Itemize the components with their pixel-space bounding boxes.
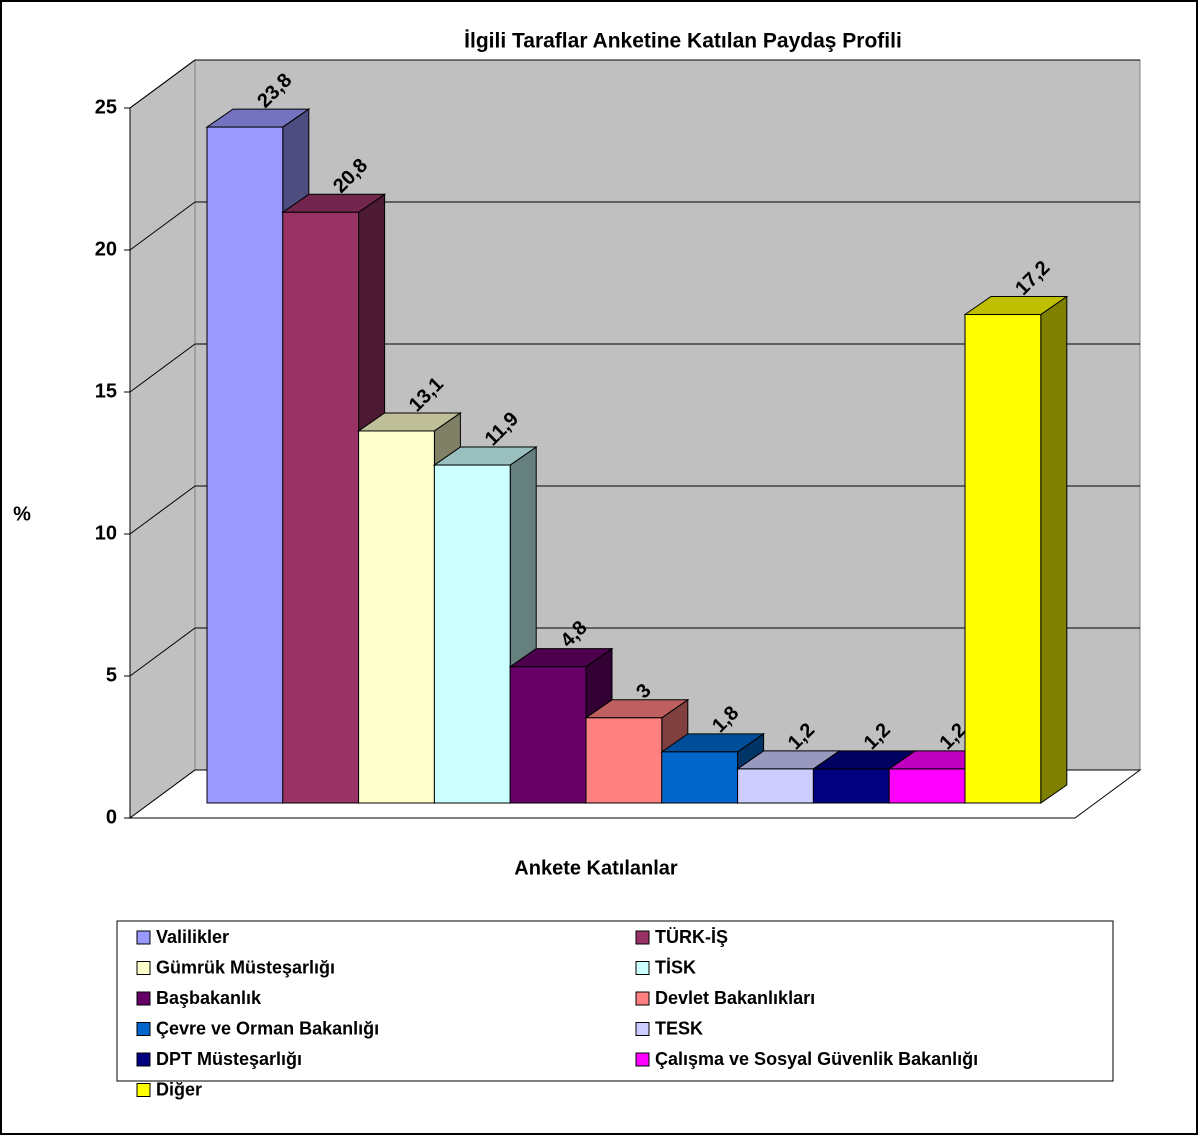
legend-swatch — [136, 1022, 151, 1036]
legend-swatch — [635, 930, 650, 945]
y-tick-label: 0 — [106, 806, 117, 828]
legend-swatch — [136, 1083, 151, 1097]
bar — [888, 768, 966, 804]
grid-line — [129, 343, 196, 393]
bar — [812, 768, 890, 804]
legend-label: Çevre ve Orman Bakanlığı — [156, 1018, 379, 1038]
bar — [358, 430, 435, 804]
legend-label: TÜRK-İŞ — [655, 927, 728, 947]
grid-line — [129, 59, 196, 109]
legend-label: Diğer — [156, 1079, 202, 1099]
grid-line — [129, 485, 196, 535]
grid-line — [129, 627, 196, 677]
bar — [282, 211, 360, 804]
y-tick-label: 10 — [95, 522, 117, 544]
legend-swatch — [635, 961, 650, 975]
y-tick-label: 5 — [106, 664, 117, 686]
legend-swatch — [635, 1022, 650, 1036]
bar-side — [1040, 295, 1068, 804]
legend-swatch — [635, 991, 650, 1006]
bar — [737, 768, 814, 804]
legend-label: Devlet Bakanlıkları — [655, 988, 815, 1008]
side-wall — [129, 59, 196, 819]
legend-label: TİSK — [655, 957, 696, 977]
bar — [661, 751, 739, 804]
legend-label: Valilikler — [156, 927, 229, 947]
legend — [116, 920, 1114, 1082]
bar — [509, 666, 587, 804]
legend-label: Çalışma ve Sosyal Güvenlik Bakanlığı — [655, 1049, 978, 1069]
legend-swatch — [136, 1052, 151, 1067]
bar — [585, 717, 663, 804]
grid-line — [129, 201, 196, 251]
y-tick-label: 20 — [95, 238, 117, 260]
chart-title: İlgili Taraflar Anketine Katılan Paydaş … — [464, 30, 902, 53]
legend-label: Başbakanlık — [156, 988, 262, 1008]
legend-swatch — [136, 991, 151, 1006]
bar — [964, 314, 1042, 804]
legend-swatch — [136, 961, 151, 975]
bar — [433, 464, 511, 804]
legend-label: DPT Müsteşarlığı — [156, 1049, 302, 1069]
x-axis-label: Ankete Katılanlar — [514, 857, 678, 879]
legend-label: TESK — [655, 1018, 703, 1038]
y-tick-label: 25 — [95, 96, 117, 118]
legend-swatch — [635, 1052, 650, 1067]
y-tick-label: 15 — [95, 380, 117, 402]
legend-label: Gümrük Müsteşarlığı — [156, 957, 335, 977]
bar — [206, 126, 284, 804]
y-axis-label: % — [13, 503, 31, 525]
legend-swatch — [136, 930, 151, 945]
